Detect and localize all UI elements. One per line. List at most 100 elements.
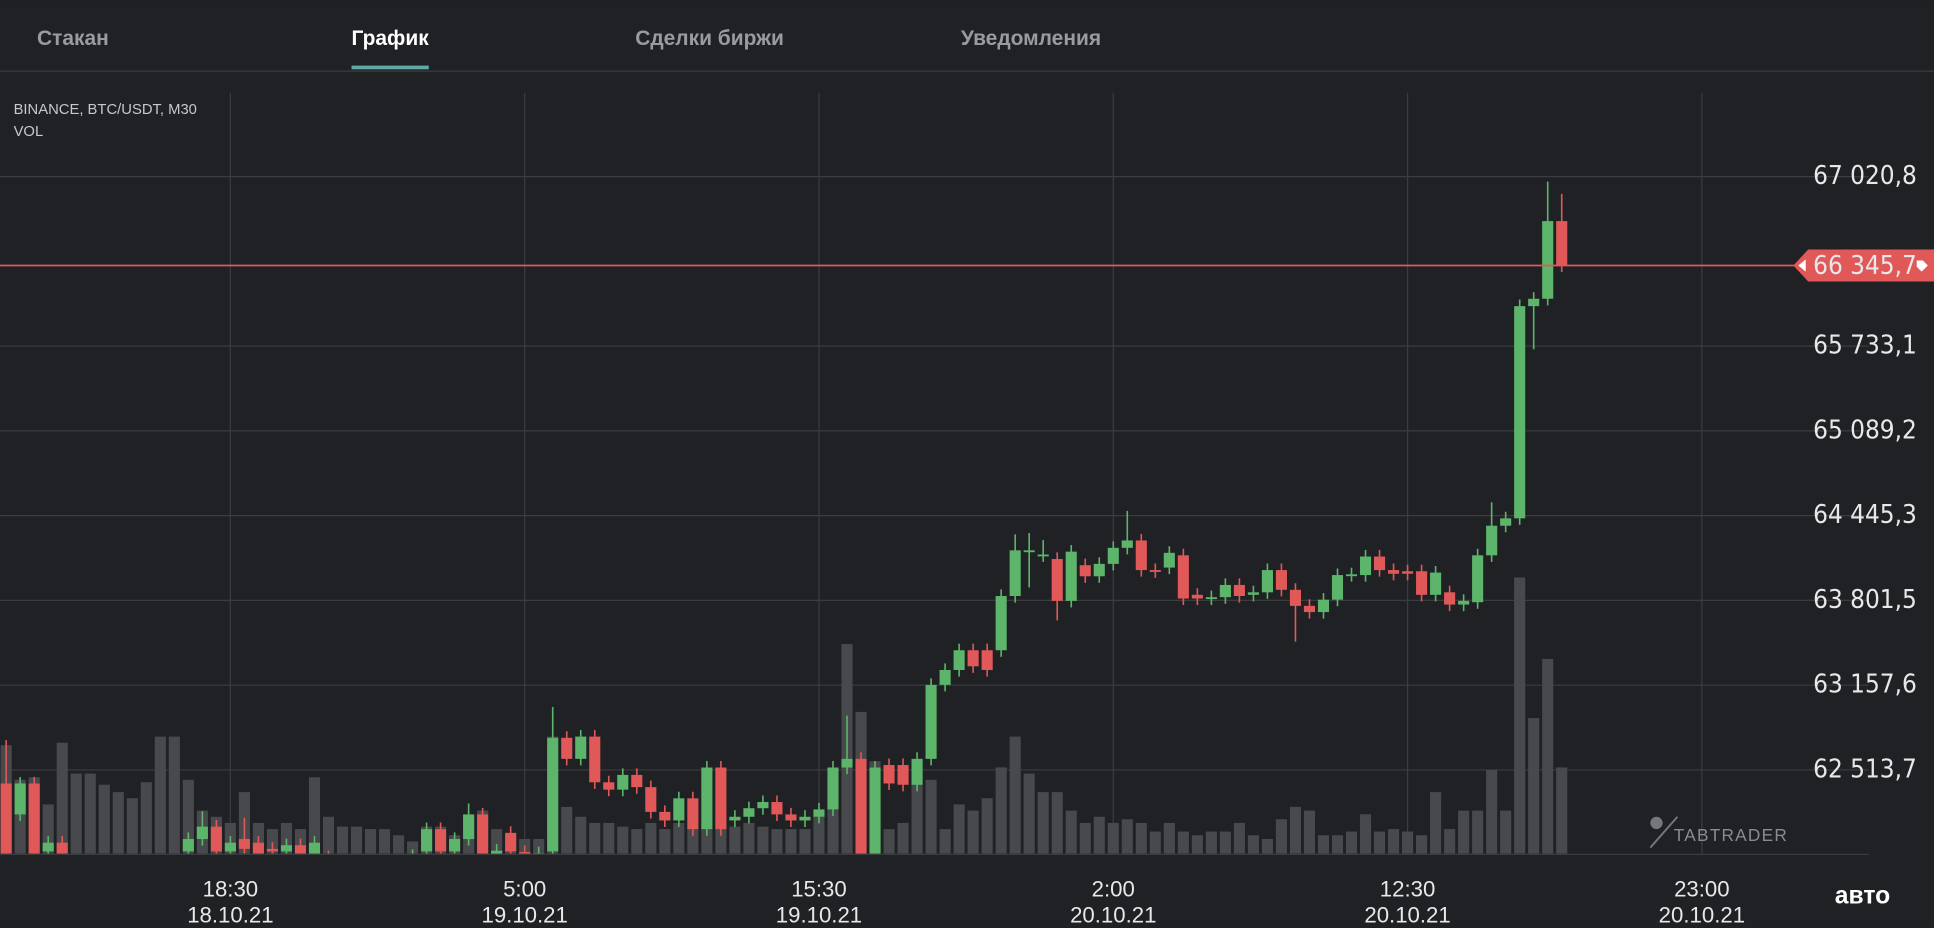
volume-bar: [1556, 767, 1568, 854]
candle-body: [28, 783, 40, 854]
volume-bar: [659, 829, 671, 854]
volume-bar: [1093, 816, 1105, 854]
volume-bar: [1289, 806, 1302, 854]
watermark-text: TABTRADER: [1674, 825, 1788, 845]
volume-bar: [393, 835, 405, 854]
candle-body: [1247, 592, 1259, 595]
candle-body: [14, 783, 26, 815]
volume-bar: [1149, 831, 1161, 854]
candle-body: [1556, 221, 1568, 266]
candle-body: [294, 845, 307, 854]
candle-body: [813, 809, 825, 817]
volume-bar: [561, 806, 573, 854]
volume-bar: [1037, 792, 1049, 854]
candle-body: [645, 787, 657, 812]
x-tick-date: 18.10.21: [187, 903, 273, 928]
candle-body: [561, 737, 573, 759]
candle-body: [1345, 574, 1358, 577]
volume-bar: [603, 822, 615, 854]
volume-bar: [1528, 718, 1540, 854]
candle-body: [1542, 221, 1554, 299]
candle-body: [1388, 570, 1400, 574]
candle-body: [519, 852, 531, 854]
y-tick-label: 63 801,5: [1813, 585, 1917, 615]
volume-bar: [1416, 835, 1428, 854]
candle-body: [1079, 565, 1091, 577]
volume-bar: [1177, 831, 1189, 854]
candle-body: [477, 814, 489, 854]
volume-bar: [589, 822, 601, 854]
volume-bar: [729, 826, 741, 854]
candle-body: [1219, 584, 1231, 598]
tab[interactable]: Стакан: [37, 27, 109, 50]
y-tick-label: 65 089,2: [1813, 415, 1917, 445]
candle-body: [939, 669, 951, 685]
candle-body: [1444, 592, 1456, 605]
x-tick-label: 15:30: [791, 877, 847, 902]
volume-bar: [1317, 835, 1330, 854]
candle-body: [1402, 571, 1414, 574]
candle-body: [673, 798, 685, 821]
volume-bar: [757, 826, 769, 854]
volume-bar: [701, 822, 713, 854]
candle-body: [1472, 555, 1484, 603]
candle-body: [967, 650, 979, 667]
watermark-icon: [1650, 816, 1663, 830]
candle-body: [841, 758, 853, 768]
volume-bar: [56, 742, 68, 854]
tab[interactable]: График: [352, 27, 430, 50]
volume-bar: [168, 736, 180, 854]
volume-bar: [799, 829, 811, 854]
tab[interactable]: Сделки биржи: [635, 27, 784, 50]
volume-bar: [1373, 831, 1386, 854]
candle-body: [799, 816, 811, 821]
volume-bar: [336, 826, 349, 854]
last-price-icon: [1916, 260, 1928, 272]
volume-bar: [322, 816, 335, 854]
candle-body: [1331, 575, 1344, 600]
candle-body: [238, 839, 250, 849]
candle-body: [1261, 570, 1273, 593]
candle-body: [911, 758, 923, 785]
candle-body: [1233, 584, 1245, 597]
chart-title: BINANCE, BTC/USDT, M30: [14, 102, 197, 118]
volume-bar: [1472, 810, 1484, 854]
candle-body: [1051, 559, 1063, 601]
volume-bar: [743, 822, 755, 854]
volume-bar: [280, 822, 292, 854]
y-tick-label: 64 445,3: [1813, 500, 1917, 530]
volume-label: VOL: [14, 124, 44, 140]
volume-bar: [70, 773, 82, 854]
x-tick-date: 20.10.21: [1070, 903, 1156, 928]
candle-body: [280, 845, 292, 852]
volume-bar: [112, 792, 124, 854]
volume-bar: [308, 777, 321, 854]
candle-body: [308, 842, 321, 854]
volume-bar: [911, 761, 923, 854]
volume-bar: [1247, 835, 1259, 854]
last-price-label: 66 345,7: [1813, 251, 1917, 281]
x-tick-label: 18:30: [203, 877, 259, 902]
candle-body: [827, 767, 839, 810]
volume-bar: [1359, 814, 1372, 854]
volume-bar: [967, 810, 979, 854]
volume-bar: [182, 779, 194, 854]
tab[interactable]: Уведомления: [961, 27, 1101, 50]
candle-body: [1149, 570, 1161, 572]
scale-mode-button[interactable]: авто: [1835, 882, 1890, 909]
volume-bar: [1402, 831, 1414, 854]
volume-bar: [995, 767, 1007, 854]
candle-body: [505, 832, 517, 852]
last-price-tag: [1793, 249, 1934, 282]
watermark: TABTRADER: [1649, 816, 1788, 849]
candle-body: [869, 767, 881, 854]
active-tab-indicator: [351, 65, 429, 70]
candle-body: [715, 767, 727, 830]
x-tick-date: 20.10.21: [1364, 903, 1450, 928]
volume-bar: [1486, 769, 1498, 854]
candle-body: [533, 853, 545, 854]
y-tick-label: 67 020,8: [1813, 161, 1917, 191]
volume-bar: [1009, 736, 1021, 854]
candle-body: [1065, 551, 1077, 601]
